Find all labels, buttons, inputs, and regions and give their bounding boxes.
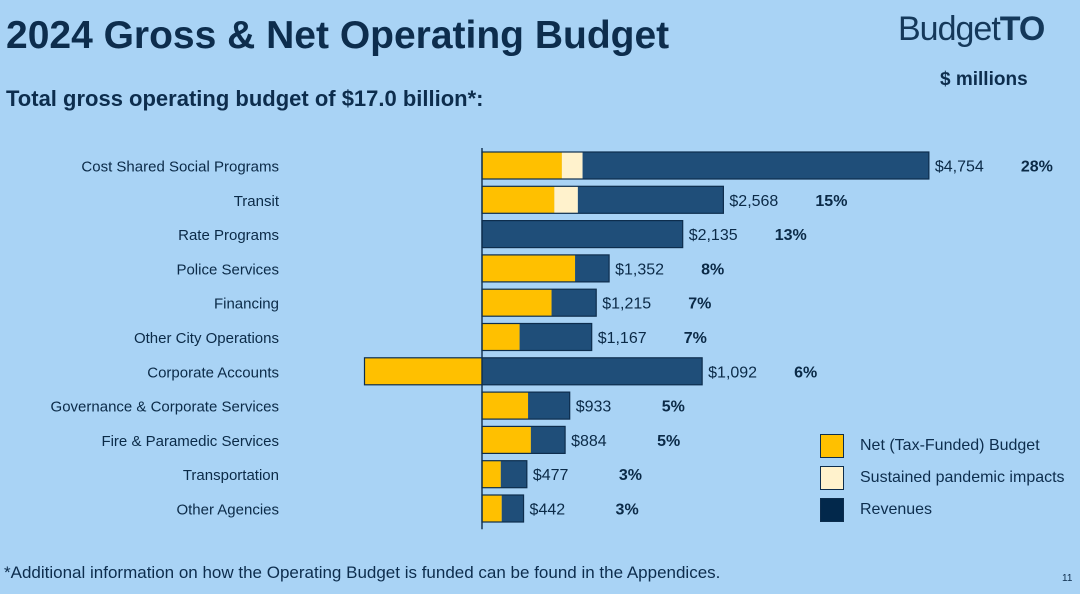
bar-cost-shared-social-programs-sustained-pandemic-impacts [561, 152, 583, 179]
category-label-corporate-accounts: Corporate Accounts [147, 364, 279, 381]
value-label-rate-programs: $2,135 [689, 227, 738, 244]
budgetto-logo: BudgetTO [898, 10, 1046, 49]
category-label-fire-and-paramedic-services: Fire & Paramedic Services [101, 433, 279, 450]
legend-item-pandemic: Sustained pandemic impacts [820, 462, 1065, 494]
percent-label-rate-programs: 13% [775, 227, 807, 244]
units-label: $ millions [940, 69, 1028, 90]
bar-outline-corporate-accounts [363, 357, 703, 386]
value-label-fire-and-paramedic-services: $884 [571, 433, 607, 450]
value-label-transit: $2,568 [729, 193, 778, 210]
legend-item-revenues: Revenues [820, 494, 1065, 526]
value-label-transportation: $477 [533, 467, 569, 484]
bar-fire-and-paramedic-services-net-tax-funded-budget [482, 426, 531, 454]
legend-swatch-net [820, 434, 844, 458]
legend-label-revenues: Revenues [860, 501, 933, 518]
chart-legend: Net (Tax-Funded) Budget Sustained pandem… [820, 430, 1065, 526]
percent-label-cost-shared-social-programs: 28% [1021, 159, 1053, 176]
bar-cost-shared-social-programs-net-tax-funded-budget [482, 152, 562, 179]
legend-swatch-revenues [820, 498, 844, 522]
legend-swatch-pandemic [820, 466, 844, 490]
category-label-financing: Financing [214, 296, 279, 313]
bar-governance-and-corporate-services-revenues [528, 392, 570, 420]
bar-rate-programs-revenues [482, 220, 683, 248]
percent-label-governance-and-corporate-services: 5% [662, 399, 685, 416]
bar-transportation-revenues [500, 460, 527, 488]
legend-label-net: Net (Tax-Funded) Budget [860, 437, 1040, 454]
footnote: *Additional information on how the Opera… [4, 563, 721, 582]
category-label-transit: Transit [234, 193, 280, 210]
percent-label-financing: 7% [688, 296, 711, 313]
value-label-cost-shared-social-programs: $4,754 [935, 159, 984, 176]
bar-other-city-operations-net-tax-funded-budget [482, 323, 520, 351]
percent-label-corporate-accounts: 6% [794, 364, 817, 381]
bar-other-agencies-revenues [501, 495, 524, 522]
value-label-corporate-accounts: $1,092 [708, 364, 757, 381]
page-title: 2024 Gross & Net Operating Budget [6, 14, 670, 57]
bar-corporate-accounts-revenues [482, 357, 703, 385]
value-label-police-services: $1,352 [615, 261, 664, 278]
category-label-governance-and-corporate-services: Governance & Corporate Services [51, 399, 279, 416]
logo-text-bold: TO [999, 10, 1046, 48]
percent-label-other-city-operations: 7% [684, 330, 707, 347]
bar-transit-revenues [577, 186, 724, 214]
page-number: 11 [1062, 573, 1073, 584]
bar-cost-shared-social-programs-revenues [582, 152, 929, 179]
value-label-financing: $1,215 [602, 296, 651, 313]
category-label-rate-programs: Rate Programs [178, 227, 279, 244]
category-label-transportation: Transportation [183, 467, 279, 484]
bar-police-services-revenues [575, 254, 610, 282]
category-label-other-city-operations: Other City Operations [134, 330, 279, 347]
bar-corporate-accounts-net-tax-funded-budget [364, 357, 482, 385]
bar-financing-net-tax-funded-budget [482, 289, 552, 317]
category-label-cost-shared-social-programs: Cost Shared Social Programs [81, 159, 279, 176]
bar-financing-revenues [551, 289, 597, 317]
value-label-governance-and-corporate-services: $933 [576, 399, 612, 416]
bar-governance-and-corporate-services-net-tax-funded-budget [482, 392, 529, 420]
page-subtitle: Total gross operating budget of $17.0 bi… [6, 86, 484, 111]
percent-label-transit: 15% [815, 193, 847, 210]
bar-transportation-net-tax-funded-budget [482, 460, 501, 488]
bar-other-agencies-net-tax-funded-budget [482, 495, 502, 522]
bar-fire-and-paramedic-services-revenues [530, 426, 566, 454]
category-label-police-services: Police Services [176, 261, 279, 278]
bar-transit-sustained-pandemic-impacts [554, 186, 578, 214]
percent-label-police-services: 8% [701, 261, 724, 278]
bar-police-services-net-tax-funded-budget [482, 254, 576, 282]
value-label-other-city-operations: $1,167 [598, 330, 647, 347]
percent-label-transportation: 3% [619, 467, 642, 484]
percent-label-other-agencies: 3% [616, 502, 639, 519]
bar-transit-net-tax-funded-budget [482, 186, 555, 214]
logo-text-light: Budget [898, 10, 1001, 48]
bar-other-city-operations-revenues [519, 323, 592, 351]
category-label-other-agencies: Other Agencies [176, 502, 279, 519]
percent-label-fire-and-paramedic-services: 5% [657, 433, 680, 450]
value-label-other-agencies: $442 [530, 502, 566, 519]
legend-item-net: Net (Tax-Funded) Budget [820, 430, 1065, 462]
legend-label-pandemic: Sustained pandemic impacts [860, 469, 1065, 486]
